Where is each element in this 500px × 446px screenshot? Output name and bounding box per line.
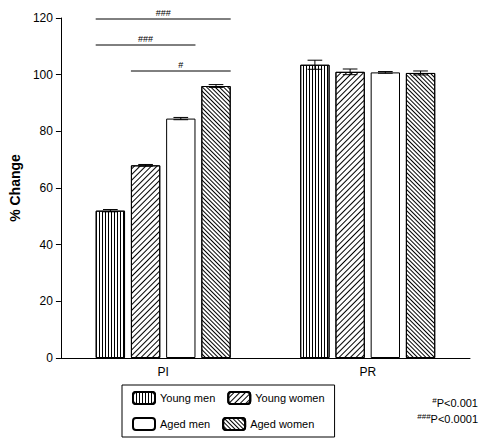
svg-text:20: 20 bbox=[40, 294, 54, 308]
svg-text:Young men: Young men bbox=[160, 392, 215, 404]
svg-text:Aged women: Aged women bbox=[250, 418, 314, 430]
svg-text:60: 60 bbox=[40, 181, 54, 195]
svg-text:###: ### bbox=[138, 34, 153, 44]
svg-text:###: ### bbox=[156, 8, 171, 18]
svg-text:0: 0 bbox=[46, 351, 53, 365]
svg-text:PR: PR bbox=[359, 365, 376, 379]
svg-text:80: 80 bbox=[40, 124, 54, 138]
svg-text:#: # bbox=[178, 60, 183, 70]
svg-text:% Change: % Change bbox=[7, 154, 23, 222]
svg-text:40: 40 bbox=[40, 238, 54, 252]
svg-text:100: 100 bbox=[33, 68, 53, 82]
svg-text:PI: PI bbox=[158, 365, 169, 379]
svg-text:Young women: Young women bbox=[255, 392, 324, 404]
svg-text:120: 120 bbox=[33, 11, 53, 25]
svg-text:###: ### bbox=[417, 412, 431, 421]
svg-text:P<0.0001: P<0.0001 bbox=[431, 413, 478, 425]
svg-text:Aged men: Aged men bbox=[160, 418, 210, 430]
svg-text:P<0.001: P<0.001 bbox=[437, 397, 478, 409]
